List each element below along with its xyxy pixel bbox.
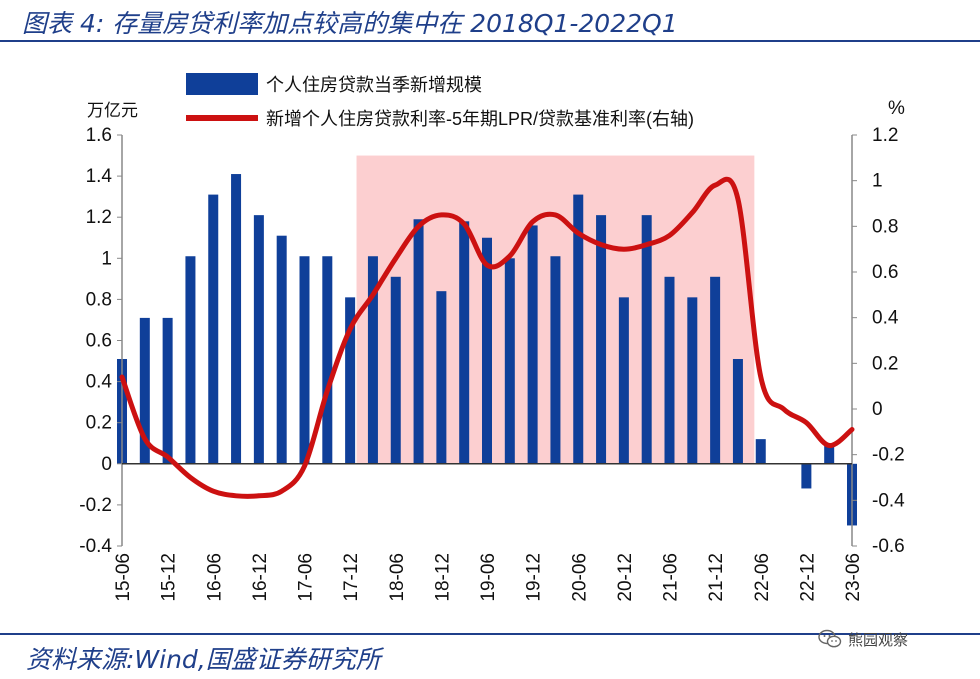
bar-21-12 xyxy=(710,276,721,464)
bar-22-06 xyxy=(755,439,766,464)
right-tick-label: 1.2 xyxy=(872,125,898,146)
x-tick-label: 21-06 xyxy=(661,553,682,602)
x-tick-label: 15-06 xyxy=(113,553,134,602)
bar-21-06 xyxy=(664,276,675,464)
left-tick-label: 0.4 xyxy=(86,372,113,393)
bar-21-03 xyxy=(641,215,652,464)
bar-19-06 xyxy=(482,237,492,464)
bar-18-09 xyxy=(413,219,424,464)
left-tick-label: 0 xyxy=(101,454,112,475)
bar-23-03 xyxy=(824,443,835,464)
bar-20-03 xyxy=(550,256,561,464)
x-tick-label: 21-12 xyxy=(706,553,727,602)
x-tick-label: 15-12 xyxy=(159,553,180,602)
left-tick-label: -0.4 xyxy=(79,536,112,557)
watermark: 熊园观察 xyxy=(818,628,908,650)
legend-line-label: 新增个人住房贷款利率-5年期LPR/贷款基准利率(右轴) xyxy=(266,109,694,129)
right-tick-label: 0.8 xyxy=(872,216,898,237)
x-tick-label: 18-12 xyxy=(432,553,453,602)
wechat-icon xyxy=(818,629,842,648)
x-tick-label: 22-12 xyxy=(797,553,818,602)
bar-18-12 xyxy=(436,291,447,464)
figure-title: 图表 4: 存量房贷利率加点较高的集中在 2018Q1-2022Q1 xyxy=(22,9,678,38)
left-tick-label: 0.2 xyxy=(86,413,112,434)
legend-bar-label: 个人住房贷款当季新增规模 xyxy=(266,75,482,95)
right-axis-unit: % xyxy=(888,98,905,119)
x-tick-label: 20-06 xyxy=(569,553,590,602)
left-tick-label: -0.2 xyxy=(79,495,112,516)
line-series xyxy=(119,176,855,499)
axes: -0.4 -0.2 0 0.2 0.4 0.6 0.8 1 1.2 1.4 1.6 -0.6 -0.4 -… xyxy=(79,98,905,602)
x-tick-label: 22-06 xyxy=(752,553,773,602)
bar-17-09 xyxy=(322,256,333,464)
rate-spread-line xyxy=(119,176,855,499)
chart-canvas: -0.4 -0.2 0 0.2 0.4 0.6 0.8 1 1.2 1.4 1.6 -0.6 -0.4 -… xyxy=(79,73,905,602)
left-tick-label: 1.4 xyxy=(86,166,113,187)
bar-22-12 xyxy=(801,463,812,489)
legend-bar-swatch xyxy=(186,73,258,95)
bar-16-09 xyxy=(231,174,242,464)
source-note: 资料来源:Wind,国盛证券研究所 xyxy=(26,645,381,674)
bar-16-03 xyxy=(185,256,196,464)
left-tick-label: 1.2 xyxy=(86,207,112,228)
source-rule xyxy=(0,633,980,635)
bar-21-09 xyxy=(687,297,698,464)
bar-17-12 xyxy=(345,297,356,464)
left-tick-label: 1.6 xyxy=(86,125,112,146)
x-tick-label: 19-06 xyxy=(478,553,499,602)
x-tick-label: 18-06 xyxy=(387,553,408,602)
right-tick-label: 0 xyxy=(872,399,883,420)
bar-19-12 xyxy=(527,225,538,464)
right-tick-label: 0.2 xyxy=(872,353,898,374)
bar-18-03 xyxy=(367,256,378,464)
right-tick-label: 0.6 xyxy=(872,262,898,283)
left-tick-label: 1 xyxy=(101,248,112,269)
right-tick-label: -0.4 xyxy=(872,490,905,511)
bar-19-03 xyxy=(459,221,470,464)
x-tick-label: 16-06 xyxy=(204,553,225,602)
x-tick-label: 20-12 xyxy=(615,553,636,602)
bar-series xyxy=(117,174,857,526)
bar-15-09 xyxy=(139,317,150,464)
right-tick-label: 1 xyxy=(872,171,883,192)
bar-16-12 xyxy=(253,215,264,464)
right-tick-label: -0.6 xyxy=(872,536,905,557)
x-tick-label: 17-06 xyxy=(296,553,317,602)
bar-15-12 xyxy=(162,317,173,464)
bar-17-06 xyxy=(299,256,310,464)
title-rule xyxy=(0,40,980,42)
bar-20-09 xyxy=(596,215,607,464)
bar-20-12 xyxy=(618,297,629,464)
left-tick-label: 0.6 xyxy=(86,331,112,352)
x-tick-label: 19-12 xyxy=(524,553,545,602)
x-tick-label: 23-06 xyxy=(843,553,864,602)
bar-19-09 xyxy=(504,258,515,464)
bar-17-03 xyxy=(276,235,287,464)
left-tick-label: 0.8 xyxy=(86,289,112,310)
bar-18-06 xyxy=(390,276,401,464)
x-tick-label: 17-12 xyxy=(341,553,362,602)
bar-22-03 xyxy=(732,358,743,464)
x-tick-label: 16-12 xyxy=(250,553,271,602)
bar-16-06 xyxy=(208,194,219,464)
left-axis-unit: 万亿元 xyxy=(87,101,138,120)
right-tick-label: -0.2 xyxy=(872,445,905,466)
watermark-text: 熊园观察 xyxy=(848,630,909,649)
right-tick-label: 0.4 xyxy=(872,308,899,329)
bar-20-06 xyxy=(573,194,584,464)
